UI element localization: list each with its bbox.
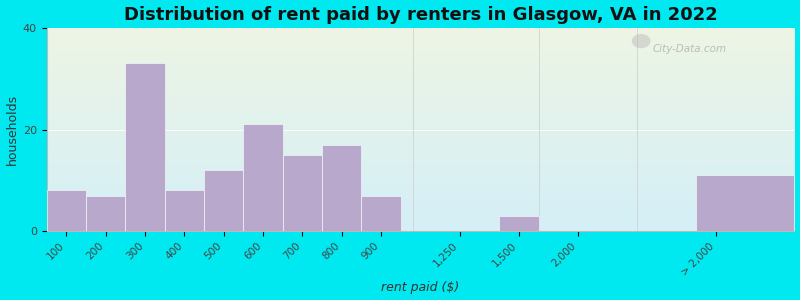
Bar [499, 216, 538, 231]
Bar [86, 196, 126, 231]
Bar [165, 190, 204, 231]
Ellipse shape [632, 34, 650, 48]
X-axis label: rent paid ($): rent paid ($) [382, 281, 460, 294]
Bar [322, 145, 362, 231]
Bar [282, 155, 322, 231]
Bar [243, 124, 282, 231]
Y-axis label: households: households [6, 94, 18, 165]
Bar [46, 190, 86, 231]
Bar [204, 170, 243, 231]
Text: City-Data.com: City-Data.com [652, 44, 726, 54]
Title: Distribution of rent paid by renters in Glasgow, VA in 2022: Distribution of rent paid by renters in … [124, 6, 718, 24]
Bar [362, 196, 401, 231]
Bar [126, 64, 165, 231]
Bar [696, 175, 800, 231]
